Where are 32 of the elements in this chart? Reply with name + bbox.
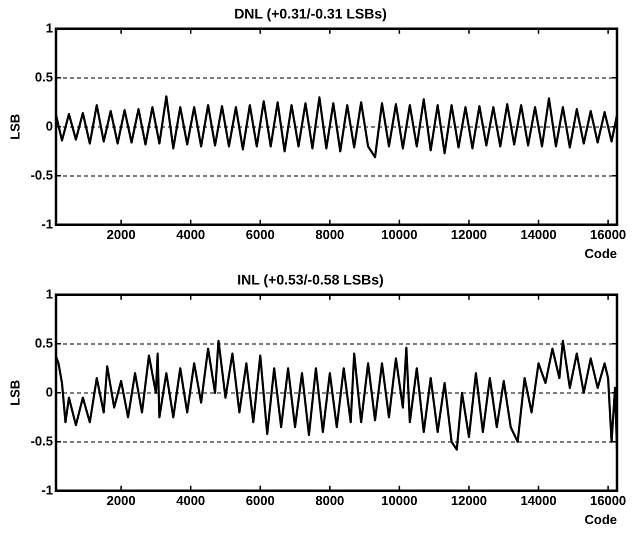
x-tick-label: 8000 bbox=[315, 493, 344, 508]
y-tick-label: 0.5 bbox=[34, 335, 53, 350]
x-tick-label: 16000 bbox=[590, 493, 626, 508]
y-tick-label: 0 bbox=[46, 118, 53, 134]
y-axis-title: LSB bbox=[7, 380, 22, 406]
y-tick-label: -0.5 bbox=[30, 433, 53, 448]
x-tick-label: 4000 bbox=[176, 227, 206, 242]
y-tick-label: 0.5 bbox=[34, 69, 53, 84]
x-tick-label: 16000 bbox=[590, 227, 626, 242]
x-axis-title: Code bbox=[584, 512, 617, 527]
chart-title: INL (+0.53/-0.58 LSBs) bbox=[237, 271, 384, 288]
y-tick-label: -1 bbox=[41, 216, 53, 232]
x-tick-label: 12000 bbox=[450, 493, 488, 508]
y-tick-label: 1 bbox=[46, 20, 53, 36]
x-axis-title: Code bbox=[584, 246, 617, 261]
x-tick-label: 10000 bbox=[381, 493, 418, 508]
x-tick-label: 2000 bbox=[106, 493, 136, 508]
y-tick-label: 1 bbox=[46, 286, 53, 302]
chart-title: DNL (+0.31/-0.31 LSBs) bbox=[234, 5, 387, 22]
x-tick-label: 14000 bbox=[520, 493, 557, 508]
x-tick-label: 4000 bbox=[176, 493, 206, 508]
y-axis-title: LSB bbox=[7, 114, 22, 140]
y-tick-label: -0.5 bbox=[30, 167, 53, 182]
x-tick-label: 2000 bbox=[106, 227, 136, 242]
x-tick-label: 6000 bbox=[246, 227, 275, 242]
x-tick-label: 12000 bbox=[450, 227, 488, 242]
y-tick-label: -1 bbox=[41, 482, 53, 498]
x-tick-label: 6000 bbox=[246, 493, 275, 508]
y-tick-label: 0 bbox=[46, 384, 53, 400]
x-tick-label: 14000 bbox=[520, 227, 557, 242]
x-tick-label: 8000 bbox=[315, 227, 344, 242]
x-tick-label: 10000 bbox=[381, 227, 418, 242]
